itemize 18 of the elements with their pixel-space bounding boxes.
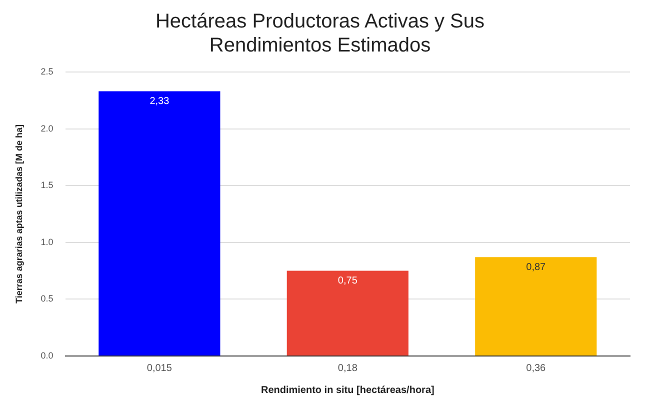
bar bbox=[98, 91, 220, 356]
chart-title: Hectáreas Productoras Activas y Sus Rendimientos Estimados bbox=[155, 10, 485, 57]
y-tick-label: 2.0 bbox=[40, 123, 54, 134]
bar bbox=[475, 257, 597, 356]
y-tick-label: 1.0 bbox=[40, 236, 54, 247]
data-label: 0,87 bbox=[526, 262, 546, 273]
x-tick-label: 0,015 bbox=[146, 362, 172, 374]
x-tick-label: 0,18 bbox=[338, 362, 358, 374]
data-label: 2,33 bbox=[150, 96, 170, 108]
x-tick-label: 0,36 bbox=[526, 362, 546, 374]
y-tick-label: 1.5 bbox=[40, 180, 54, 190]
bar bbox=[286, 270, 408, 356]
y-tick-label: 2.5 bbox=[40, 66, 54, 76]
y-axis-title: Tierras agrarias aptas utilizadas [M de ha] bbox=[14, 124, 24, 304]
x-axis-title: Rendimiento in situ [hectáreas/hora] bbox=[260, 384, 434, 396]
data-label: 0,75 bbox=[338, 276, 358, 287]
y-tick-label: 0.5 bbox=[40, 294, 54, 304]
y-tick-label: 0.0 bbox=[40, 350, 54, 360]
